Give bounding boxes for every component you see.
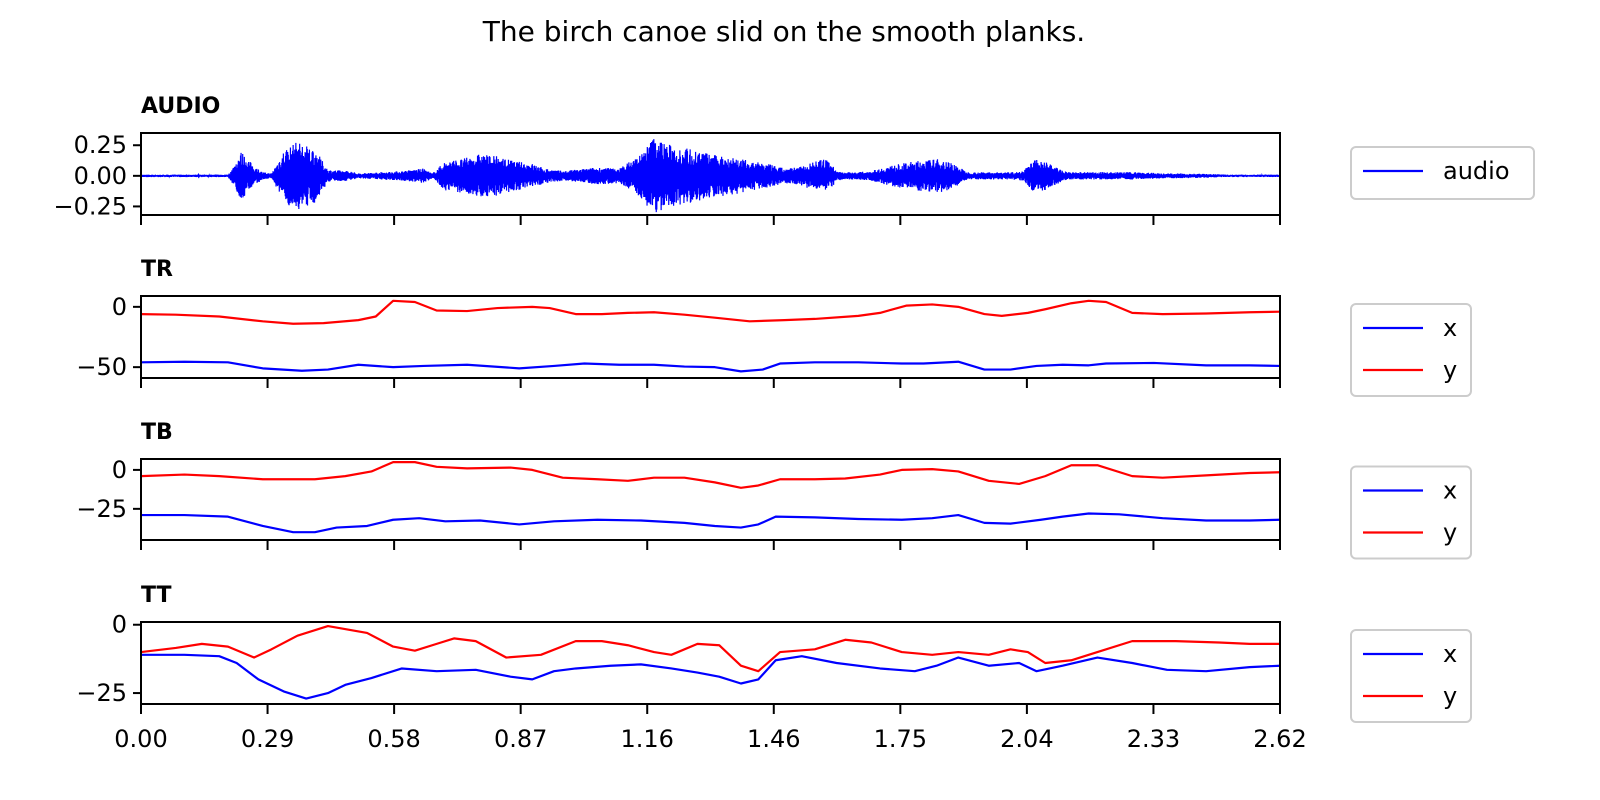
legend-label-y: y — [1443, 682, 1457, 710]
panel-title: TT — [141, 583, 172, 608]
y-tick-label: 0 — [112, 456, 127, 484]
legend-label-audio: audio — [1443, 157, 1510, 185]
y-tick-label: 0.00 — [74, 162, 127, 190]
y-tick-label: −25 — [76, 679, 127, 707]
series-line-x — [141, 653, 1280, 700]
y-tick-label: −0.25 — [53, 192, 127, 220]
legend-label-y: y — [1443, 356, 1457, 384]
panel-frame — [140, 621, 1281, 705]
panel-title: TB — [141, 420, 173, 445]
panel-frame — [140, 132, 1281, 216]
panel-title: AUDIO — [141, 94, 220, 119]
panel-tr: TR 0 −50 xy — [76, 257, 1472, 397]
panel-tt: TT 0 −25 0.00 0.29 0.58 0.87 1.16 1.46 1.75 2.04 2.… — [76, 583, 1472, 753]
legend-box — [1350, 146, 1535, 200]
panels: AUDIO0.250.00−0.25audioTR0−50xyTB0−25xyT… — [53, 94, 1535, 753]
y-tick-label: −50 — [76, 353, 127, 381]
series-line-y — [141, 625, 1280, 673]
legend-label-x: x — [1443, 314, 1457, 342]
x-tick-label: 0.58 — [367, 725, 420, 753]
x-tick-label: 2.62 — [1253, 725, 1306, 753]
series-line-y — [141, 299, 1280, 325]
x-tick-label: 1.16 — [621, 725, 674, 753]
panel-frame — [140, 295, 1281, 379]
y-tick-label: 0.25 — [74, 131, 127, 159]
x-tick-label: 0.87 — [494, 725, 547, 753]
y-tick-label: 0 — [112, 293, 127, 321]
panel-tb: TB 0 −25 xy — [76, 420, 1472, 560]
series-line-audio — [141, 139, 1280, 213]
series-line-y — [141, 461, 1280, 489]
x-tick-label: 2.33 — [1127, 725, 1180, 753]
panel-frame — [140, 458, 1281, 541]
x-tick-label: 0.00 — [114, 725, 167, 753]
legend-label-y: y — [1443, 519, 1457, 547]
y-tick-label: −25 — [76, 495, 127, 523]
series-line-x — [141, 360, 1280, 373]
x-tick-label: 1.75 — [874, 725, 927, 753]
x-tick-label: 0.29 — [241, 725, 294, 753]
x-tick-label: 1.46 — [747, 725, 800, 753]
legend-label-x: x — [1443, 640, 1457, 668]
x-tick-label: 2.04 — [1000, 725, 1053, 753]
y-tick-label: 0 — [112, 611, 127, 639]
figure-title: The birch canoe slid on the smooth plank… — [482, 15, 1085, 48]
legend-label-x: x — [1443, 477, 1457, 505]
series-line-x — [141, 512, 1280, 534]
panel-audio: AUDIO 0.25 0.00−0.25 audio — [53, 94, 1535, 225]
panel-title: TR — [141, 257, 173, 282]
